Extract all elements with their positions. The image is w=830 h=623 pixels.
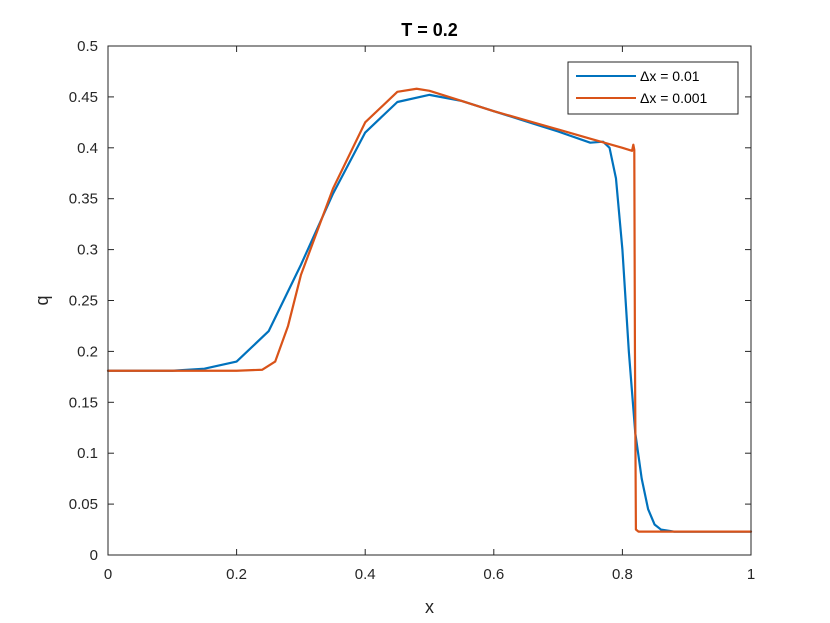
series-layer	[106, 87, 753, 533]
y-tick-label: 0.05	[69, 496, 98, 513]
y-tick-label: 0.15	[69, 394, 98, 411]
plot-area	[108, 46, 751, 555]
y-tick-label: 0.1	[77, 445, 98, 462]
y-tick-label: 0.4	[77, 140, 98, 157]
y-tick-label: 0.2	[77, 343, 98, 360]
x-tick-label: 1	[747, 566, 755, 583]
chart-title: T = 0.2	[401, 20, 458, 40]
y-tick-label: 0	[90, 547, 98, 564]
legend-label-series-1: Δx = 0.01	[640, 68, 700, 84]
legend-label-series-2: Δx = 0.001	[640, 90, 708, 106]
y-tick-label: 0.45	[69, 89, 98, 106]
y-tick-label: 0.35	[69, 191, 98, 208]
y-tick-label: 0.5	[77, 38, 98, 55]
axes-layer: 0 0.2 0.4 0.6 0.8 1 0 0.05 0.1 0.15 0.2 0.25 0.3 0.35…	[69, 38, 755, 583]
x-tick-label: 0	[104, 566, 112, 583]
y-tick-label: 0.3	[77, 242, 98, 259]
x-tick-label: 0.2	[226, 566, 247, 583]
legend: Δx = 0.01 Δx = 0.001	[567, 61, 739, 115]
x-axis-label: x	[425, 597, 434, 617]
x-tick-label: 0.4	[355, 566, 376, 583]
y-axis-label: q	[32, 295, 52, 305]
series-line-2	[106, 87, 753, 533]
x-tick-label: 0.8	[612, 566, 633, 583]
legend-box	[567, 61, 739, 115]
y-tick-label: 0.25	[69, 293, 98, 310]
x-tick-label: 0.6	[483, 566, 504, 583]
series-line-1	[106, 93, 753, 533]
